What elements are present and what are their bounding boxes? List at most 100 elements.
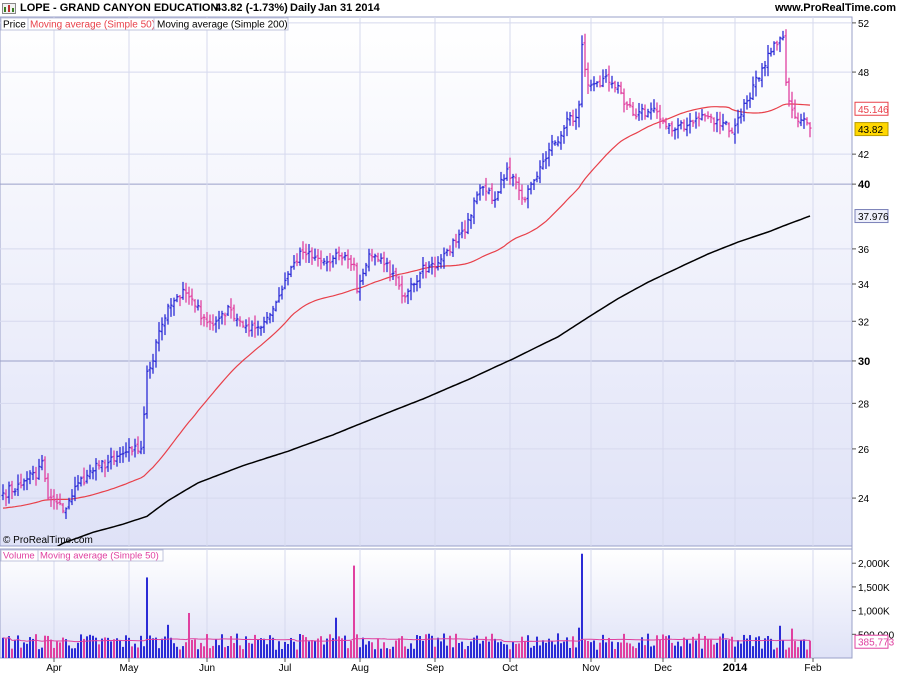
price-bar <box>307 244 311 263</box>
price-bar <box>538 160 542 184</box>
volume-bar <box>62 637 64 658</box>
volume-bar <box>548 638 550 658</box>
price-bar <box>541 153 545 170</box>
volume-bar <box>104 637 106 658</box>
price-bar <box>679 120 683 130</box>
x-tick-label: 2014 <box>723 662 748 674</box>
price-bar <box>220 310 224 325</box>
volume-bar <box>305 637 307 658</box>
price-bar <box>658 104 662 129</box>
x-tick-label: Jul <box>279 663 292 674</box>
price-bar <box>49 488 53 507</box>
volume-bar <box>701 648 703 658</box>
price-bar <box>769 47 773 57</box>
price-bar <box>280 285 284 300</box>
volume-bar <box>218 645 220 658</box>
price-bar <box>436 256 440 271</box>
x-tick-label: May <box>120 663 139 674</box>
price-bar <box>628 98 632 108</box>
volume-bar <box>278 641 280 658</box>
price-bar <box>565 111 569 137</box>
grid-icon[interactable] <box>2 3 16 14</box>
price-bar <box>4 489 8 507</box>
volume-bar <box>602 634 604 658</box>
price-bar <box>283 272 287 290</box>
volume-bar <box>596 649 598 658</box>
price-bar <box>526 185 530 209</box>
volume-bar <box>317 638 319 658</box>
price-bar <box>148 361 152 379</box>
price-bar <box>322 258 326 266</box>
price-bar <box>586 62 590 95</box>
price-bar <box>355 262 359 294</box>
volume-bar <box>695 640 697 658</box>
volume-bar <box>215 639 217 658</box>
price-bar <box>721 113 725 131</box>
volume-bar <box>359 647 361 658</box>
volume-bar <box>590 642 592 658</box>
ma50-value-tag-box <box>854 101 889 116</box>
volume-bar <box>737 640 739 658</box>
volume-bar <box>677 641 679 658</box>
price-bar <box>445 248 449 257</box>
price-bar <box>709 113 713 124</box>
volume-bar <box>128 637 130 658</box>
volume-bar <box>182 646 184 658</box>
volume-bar <box>419 635 421 658</box>
price-bar <box>403 292 407 303</box>
volume-bar <box>311 640 313 658</box>
volume-bar <box>731 636 733 658</box>
volume-bar <box>776 647 778 658</box>
price-bar <box>79 476 83 487</box>
price-bar <box>91 467 95 480</box>
volume-bar <box>203 646 205 658</box>
volume-bar <box>458 643 460 658</box>
price-bar <box>733 118 737 144</box>
price-bar <box>715 111 719 133</box>
volume-bar <box>35 634 37 658</box>
price-bar <box>40 454 44 471</box>
price-bar <box>127 438 131 462</box>
price-bar <box>64 507 68 520</box>
volume-bar <box>293 641 295 658</box>
price-bar <box>649 102 653 120</box>
volume-bar <box>476 635 478 658</box>
volume-bar <box>698 633 700 658</box>
price-bar <box>667 123 671 134</box>
price-bar <box>28 470 32 485</box>
volume-bar <box>194 639 196 658</box>
price-bar <box>76 475 80 491</box>
price-bar <box>325 255 329 272</box>
volume-bars <box>2 553 811 658</box>
price-bar <box>634 108 638 120</box>
volume-bar <box>95 637 97 658</box>
volume-bar <box>803 639 805 658</box>
price-bar <box>763 60 767 77</box>
price-bar <box>397 275 401 290</box>
ma200-value-tag-box <box>854 209 889 224</box>
legend-ma200: Moving average (Simple 200) <box>157 20 288 31</box>
volume-bar <box>716 642 718 658</box>
volume-bar <box>86 636 88 658</box>
price-bar <box>742 99 746 122</box>
volume-bar <box>20 647 22 658</box>
price-bar <box>553 140 557 146</box>
volume-bar <box>599 642 601 658</box>
price-bar <box>724 120 728 126</box>
price-bar <box>661 117 665 125</box>
volume-bar <box>506 644 508 658</box>
volume-bar <box>431 635 433 658</box>
volume-bar <box>38 649 40 658</box>
price-bar <box>808 122 812 138</box>
volume-bar <box>509 649 511 658</box>
volume-bar <box>440 641 442 658</box>
volume-tick-label: 2,000K <box>858 559 890 570</box>
volume-bar <box>770 638 772 658</box>
price-bar <box>490 183 494 205</box>
price-bar <box>787 77 791 107</box>
y-tick-label: 30 <box>858 356 870 368</box>
price-bar <box>625 101 629 111</box>
price-bar <box>751 76 755 100</box>
price-bar <box>496 191 500 201</box>
volume-bar <box>647 633 649 658</box>
